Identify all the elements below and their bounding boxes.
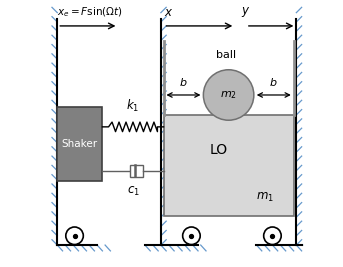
Text: Shaker: Shaker (62, 139, 98, 149)
Text: ball: ball (216, 50, 236, 60)
Bar (164, 115, 294, 216)
Text: $b$: $b$ (270, 76, 278, 88)
Circle shape (264, 227, 281, 245)
Text: $b$: $b$ (179, 76, 188, 88)
Circle shape (203, 70, 254, 120)
Text: $c_1$: $c_1$ (127, 185, 140, 198)
Text: LO: LO (209, 143, 227, 157)
Circle shape (66, 227, 83, 245)
Text: $k_1$: $k_1$ (126, 97, 140, 113)
Circle shape (183, 227, 200, 245)
Bar (130, 165, 143, 176)
Text: $x_e$$=$$F\sin(\Omega t)$: $x_e$$=$$F\sin(\Omega t)$ (57, 6, 123, 19)
Text: $y$: $y$ (240, 5, 250, 19)
Bar (57, 107, 103, 181)
Text: $x$: $x$ (164, 6, 173, 19)
Text: $m_2$: $m_2$ (220, 89, 237, 101)
Text: $m_1$: $m_1$ (256, 191, 274, 204)
